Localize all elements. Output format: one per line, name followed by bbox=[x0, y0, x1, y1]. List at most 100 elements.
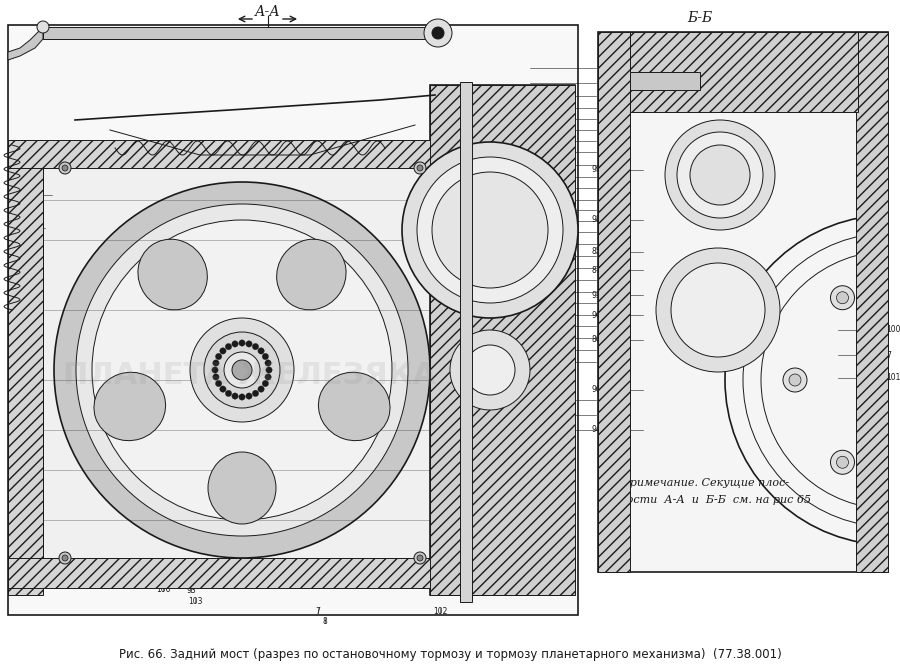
Circle shape bbox=[220, 386, 226, 392]
Bar bbox=[8, 140, 43, 595]
Text: 105: 105 bbox=[165, 567, 179, 576]
Ellipse shape bbox=[94, 372, 166, 441]
Circle shape bbox=[220, 348, 226, 354]
Text: 8: 8 bbox=[322, 617, 328, 626]
Text: 86: 86 bbox=[591, 336, 600, 344]
Circle shape bbox=[252, 343, 258, 350]
Text: 7: 7 bbox=[886, 350, 891, 360]
Circle shape bbox=[215, 380, 221, 387]
Circle shape bbox=[252, 390, 258, 396]
Circle shape bbox=[414, 162, 426, 174]
Circle shape bbox=[246, 393, 252, 399]
Text: 94: 94 bbox=[68, 567, 76, 576]
Circle shape bbox=[224, 352, 260, 388]
Circle shape bbox=[432, 172, 548, 288]
Text: 93: 93 bbox=[186, 586, 196, 595]
Text: 106: 106 bbox=[156, 585, 170, 594]
Text: 64: 64 bbox=[30, 190, 40, 200]
Text: 95: 95 bbox=[591, 291, 601, 299]
Text: 2: 2 bbox=[15, 277, 20, 287]
Bar bbox=[630, 32, 858, 112]
Bar bbox=[630, 72, 700, 90]
Ellipse shape bbox=[319, 372, 390, 441]
Circle shape bbox=[656, 248, 780, 372]
Circle shape bbox=[265, 360, 271, 366]
Circle shape bbox=[450, 330, 530, 410]
Ellipse shape bbox=[138, 239, 207, 310]
Circle shape bbox=[258, 348, 265, 354]
Circle shape bbox=[258, 386, 265, 392]
Bar bbox=[448, 110, 503, 580]
Text: 1: 1 bbox=[11, 305, 16, 315]
Circle shape bbox=[204, 332, 280, 408]
Text: 7: 7 bbox=[316, 607, 320, 616]
Circle shape bbox=[92, 220, 392, 520]
Text: 68: 68 bbox=[597, 104, 607, 112]
Bar bbox=[8, 558, 498, 588]
Text: 87,86: 87,86 bbox=[591, 265, 613, 275]
Text: 82: 82 bbox=[597, 263, 607, 273]
Circle shape bbox=[225, 390, 231, 396]
Circle shape bbox=[76, 204, 408, 536]
Text: кости  А-А  и  Б-Б  см. на рис 65: кости А-А и Б-Б см. на рис 65 bbox=[620, 495, 811, 505]
Circle shape bbox=[190, 318, 294, 422]
Circle shape bbox=[238, 340, 245, 346]
Text: Рис. 66. Задний мост (разрез по остановочному тормозу и тормозу планетарного мех: Рис. 66. Задний мост (разрез по останово… bbox=[119, 648, 781, 661]
Text: 101: 101 bbox=[886, 374, 900, 382]
Bar bbox=[8, 25, 578, 615]
Text: 66: 66 bbox=[597, 78, 607, 88]
Text: 89: 89 bbox=[597, 334, 607, 342]
Circle shape bbox=[54, 182, 430, 558]
Circle shape bbox=[215, 353, 221, 360]
Circle shape bbox=[225, 343, 231, 350]
Text: 94: 94 bbox=[591, 426, 601, 434]
Text: 79: 79 bbox=[597, 227, 607, 237]
Circle shape bbox=[432, 27, 444, 39]
Ellipse shape bbox=[276, 239, 346, 310]
Text: 93: 93 bbox=[597, 426, 607, 434]
Circle shape bbox=[262, 380, 268, 387]
Text: 69: 69 bbox=[597, 114, 607, 124]
Circle shape bbox=[59, 162, 71, 174]
Text: 33: 33 bbox=[597, 346, 607, 354]
Circle shape bbox=[238, 394, 245, 400]
Circle shape bbox=[62, 555, 68, 561]
Circle shape bbox=[417, 165, 423, 171]
Circle shape bbox=[212, 360, 219, 366]
Circle shape bbox=[212, 367, 218, 373]
Text: 78: 78 bbox=[597, 217, 607, 225]
Text: 83: 83 bbox=[597, 275, 607, 285]
Text: ПЛАНЕТА ЖЕЛЕЗЯКА: ПЛАНЕТА ЖЕЛЕЗЯКА bbox=[63, 360, 436, 390]
Circle shape bbox=[417, 157, 563, 303]
Circle shape bbox=[62, 165, 68, 171]
Text: 102: 102 bbox=[433, 607, 447, 616]
Text: 96: 96 bbox=[591, 311, 601, 319]
Circle shape bbox=[37, 21, 49, 33]
Text: 85: 85 bbox=[591, 247, 600, 257]
Text: 99: 99 bbox=[591, 166, 601, 174]
Circle shape bbox=[265, 374, 271, 380]
Circle shape bbox=[789, 374, 801, 386]
Circle shape bbox=[665, 120, 775, 230]
Text: 75: 75 bbox=[597, 184, 607, 192]
Circle shape bbox=[465, 345, 515, 395]
Text: 77,55,91: 77,55,91 bbox=[597, 205, 631, 215]
Text: Примечание. Секущие плос-: Примечание. Секущие плос- bbox=[620, 478, 789, 488]
Text: 107: 107 bbox=[148, 576, 162, 585]
Text: 87,88: 87,88 bbox=[597, 321, 618, 331]
Bar bbox=[598, 32, 888, 572]
Text: 63: 63 bbox=[23, 223, 34, 233]
Circle shape bbox=[836, 292, 849, 304]
Circle shape bbox=[262, 353, 268, 360]
Text: 70: 70 bbox=[597, 126, 607, 134]
Text: 76: 76 bbox=[597, 196, 607, 205]
Text: 81: 81 bbox=[597, 251, 607, 261]
Circle shape bbox=[836, 456, 849, 468]
Text: 91: 91 bbox=[597, 396, 607, 404]
Circle shape bbox=[246, 340, 252, 347]
Text: 84: 84 bbox=[597, 287, 607, 297]
Text: 108: 108 bbox=[140, 567, 155, 576]
Text: 90: 90 bbox=[591, 386, 601, 394]
Bar bbox=[8, 140, 498, 168]
Bar bbox=[460, 82, 472, 602]
